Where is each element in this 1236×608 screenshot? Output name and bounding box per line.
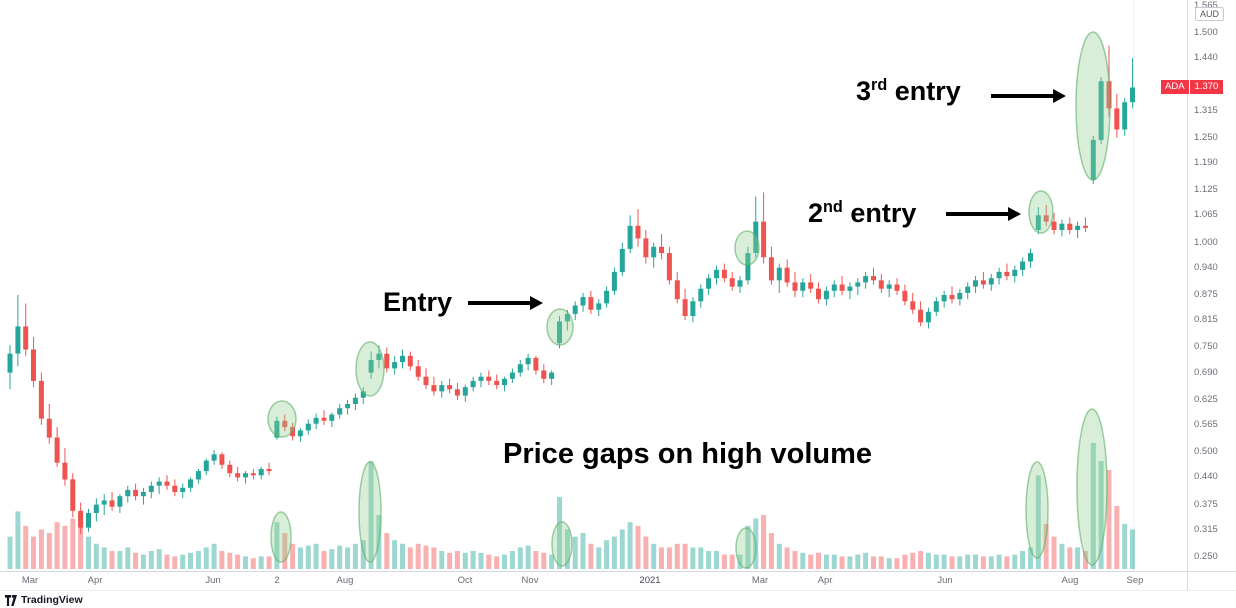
price-tick-label: 0.500 <box>1194 446 1218 458</box>
currency-toggle-button[interactable]: AUD <box>1195 7 1225 21</box>
price-tick-label: 1.250 <box>1194 131 1218 143</box>
price-axis[interactable]: 1.565 1.500 1.440 1.315 1.250 1.190 1.125 1.065… <box>1188 0 1236 571</box>
price-tick-label: 1.190 <box>1194 156 1218 168</box>
time-tick-label: 2021 <box>639 575 661 586</box>
annotation-entry-1-arrow[interactable] <box>468 296 543 309</box>
time-tick-label: Mar <box>21 575 39 586</box>
annotation-entry-2-suffix: entry <box>842 198 917 228</box>
annotation-entry-3-superscript: rd <box>871 76 888 94</box>
highlight-ellipse[interactable] <box>1028 190 1054 234</box>
price-tick-label: 1.315 <box>1194 104 1218 116</box>
price-tick-label: 0.250 <box>1194 550 1218 562</box>
price-tick-label: 0.625 <box>1194 393 1218 405</box>
time-tick-label: Aug <box>336 575 354 586</box>
volume-series <box>7 443 1135 569</box>
annotation-entry-3-prefix: 3 <box>856 76 872 106</box>
highlight-ellipse[interactable] <box>1025 461 1049 559</box>
annotation-volume-note[interactable]: Price gaps on high volume <box>503 438 873 470</box>
annotation-entry-3-label[interactable]: 3rd entry <box>856 76 961 107</box>
tradingview-watermark[interactable]: TradingView <box>5 594 83 606</box>
highlight-ellipse[interactable] <box>734 230 760 266</box>
highlight-ellipse[interactable] <box>1075 31 1111 181</box>
tradingview-logo-icon <box>5 594 17 606</box>
time-tick-label: Nov <box>521 575 539 586</box>
session-divider-line <box>1133 0 1134 571</box>
time-tick-label: Apr <box>87 575 103 586</box>
price-tick-label: 0.815 <box>1194 314 1218 326</box>
price-tick-label: 0.315 <box>1194 523 1218 535</box>
time-axis-separator <box>0 571 1236 572</box>
last-price-value: 1.370 <box>1189 80 1224 95</box>
symbol-label: ADA <box>1161 80 1189 95</box>
annotation-entry-2-superscript: nd <box>823 198 843 216</box>
price-tick-label: 1.500 <box>1194 26 1218 38</box>
time-tick-label: Jun <box>205 575 221 586</box>
highlight-ellipse[interactable] <box>355 341 385 397</box>
time-tick-label: Oct <box>457 575 473 586</box>
annotation-entry-3-arrow[interactable] <box>991 89 1066 102</box>
price-tick-label: 1.125 <box>1194 184 1218 196</box>
time-tick-label: 2 <box>274 575 280 586</box>
price-tick-label: 0.690 <box>1194 366 1218 378</box>
price-tick-label: 1.565 <box>1194 0 1218 11</box>
highlight-ellipse[interactable] <box>735 527 757 569</box>
price-tick-label: 1.000 <box>1194 236 1218 248</box>
time-axis[interactable]: Mar Apr Jun 2 Aug Oct Nov 2021 Mar Apr Jun Aug Sep <box>0 572 1236 590</box>
highlight-ellipses <box>267 31 1111 569</box>
price-tick-label: 0.875 <box>1194 288 1218 300</box>
time-tick-label: Jun <box>937 575 953 586</box>
highlight-ellipse[interactable] <box>551 521 573 567</box>
footer-separator <box>0 590 1236 591</box>
annotation-entry-1-label[interactable]: Entry <box>383 287 453 317</box>
highlight-ellipse[interactable] <box>546 308 574 346</box>
price-tick-label: 0.565 <box>1194 418 1218 430</box>
highlight-ellipse[interactable] <box>358 461 382 563</box>
highlight-ellipse[interactable] <box>1076 408 1108 566</box>
price-tick-label: 1.440 <box>1194 52 1218 64</box>
time-tick-label: Apr <box>817 575 833 586</box>
highlight-ellipse[interactable] <box>270 511 292 563</box>
price-tick-label: 1.065 <box>1194 209 1218 221</box>
time-tick-label: Aug <box>1061 575 1079 586</box>
annotation-entry-2-label[interactable]: 2nd entry <box>808 198 916 229</box>
highlight-ellipse[interactable] <box>267 400 297 438</box>
candlestick-series <box>7 45 1135 534</box>
price-chart-canvas[interactable] <box>0 0 1188 571</box>
price-axis-separator <box>1187 0 1188 591</box>
last-price-badge: ADA 1.370 <box>1161 80 1224 95</box>
price-tick-label: 0.440 <box>1194 471 1218 483</box>
time-tick-label: Sep <box>1126 575 1144 586</box>
annotation-entry-2-prefix: 2 <box>808 198 824 228</box>
price-tick-label: 0.940 <box>1194 261 1218 273</box>
annotation-entry-3-suffix: entry <box>887 76 961 106</box>
annotation-entry-2-arrow[interactable] <box>946 207 1021 220</box>
tradingview-label: TradingView <box>21 594 83 606</box>
price-tick-label: 0.750 <box>1194 341 1218 353</box>
price-tick-label: 0.375 <box>1194 498 1218 510</box>
time-tick-label: Mar <box>751 575 769 586</box>
